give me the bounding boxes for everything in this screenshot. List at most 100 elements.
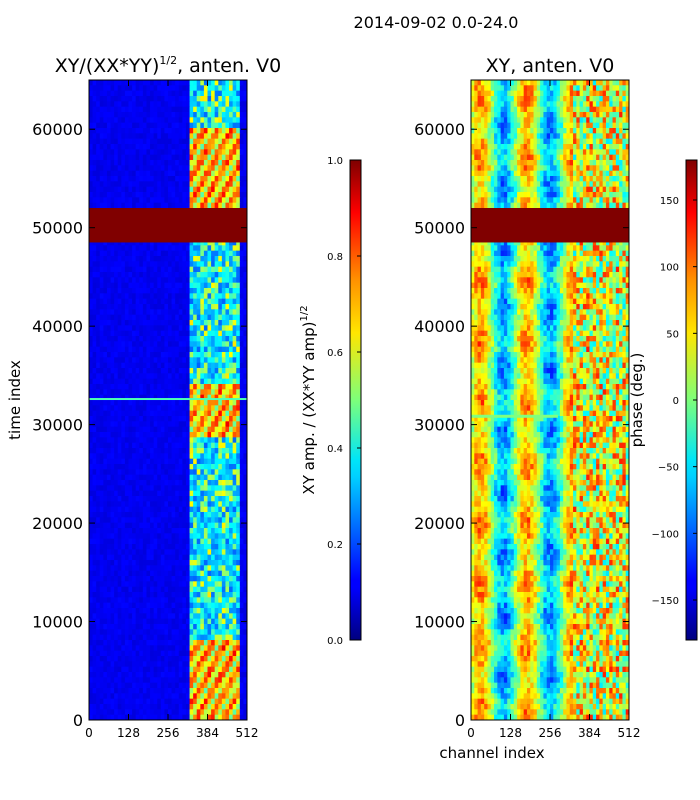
amplitude-cell bbox=[200, 432, 205, 438]
amplitude-cell bbox=[164, 682, 169, 689]
amplitude-cell bbox=[207, 90, 212, 97]
amplitude-cell bbox=[139, 613, 144, 620]
amplitude-cell bbox=[124, 117, 130, 124]
amplitude-cell bbox=[153, 453, 158, 460]
amplitude-cell bbox=[135, 480, 140, 486]
amplitude-cell bbox=[171, 586, 176, 593]
amplitude-cell bbox=[221, 368, 227, 374]
amplitude-cell bbox=[178, 277, 183, 284]
amplitude-cell bbox=[218, 517, 223, 524]
amplitude-cell bbox=[221, 256, 227, 262]
amplitude-cell bbox=[146, 661, 151, 668]
amplitude-cell bbox=[178, 544, 183, 550]
amplitude-cell bbox=[200, 330, 205, 337]
amplitude-cell bbox=[132, 272, 137, 278]
amplitude-cell bbox=[142, 378, 148, 385]
amplitude-cell bbox=[153, 640, 158, 646]
amplitude-cell bbox=[146, 517, 151, 524]
amplitude-cell bbox=[132, 170, 137, 177]
amplitude-cell bbox=[139, 101, 144, 108]
amplitude-cell bbox=[89, 277, 94, 284]
amplitude-cell bbox=[157, 144, 162, 150]
amplitude-cell bbox=[203, 330, 209, 337]
amplitude-cell bbox=[121, 581, 126, 588]
amplitude-cell bbox=[110, 448, 115, 454]
amplitude-cell bbox=[168, 597, 173, 604]
amplitude-cell bbox=[229, 309, 234, 316]
amplitude-cell bbox=[232, 640, 237, 646]
amplitude-cell bbox=[211, 437, 216, 444]
amplitude-cell bbox=[128, 501, 133, 508]
amplitude-cell bbox=[103, 346, 108, 353]
amplitude-cell bbox=[164, 277, 169, 284]
amplitude-cell bbox=[139, 549, 144, 556]
amplitude-cell bbox=[139, 554, 144, 561]
amplitude-cell bbox=[114, 245, 119, 252]
amplitude-cell bbox=[243, 298, 247, 305]
amplitude-cell bbox=[96, 357, 101, 364]
amplitude-cell bbox=[128, 528, 133, 534]
amplitude-cell bbox=[124, 298, 130, 305]
amplitude-cell bbox=[160, 133, 166, 140]
amplitude-cell bbox=[207, 186, 212, 193]
amplitude-cell bbox=[207, 672, 212, 678]
amplitude-cell bbox=[196, 624, 201, 630]
amplitude-cell bbox=[189, 80, 194, 86]
amplitude-cell bbox=[171, 677, 176, 684]
amplitude-cell bbox=[175, 501, 180, 508]
amplitude-cell bbox=[189, 149, 194, 156]
amplitude-cell bbox=[243, 405, 247, 412]
amplitude-cell bbox=[153, 645, 158, 652]
amplitude-cell bbox=[232, 170, 237, 177]
amplitude-cell bbox=[150, 282, 155, 289]
amplitude-cell bbox=[153, 560, 158, 566]
amplitude-cell bbox=[124, 554, 130, 561]
amplitude-cell bbox=[214, 149, 219, 156]
amplitude-cell bbox=[135, 432, 140, 438]
amplitude-cell bbox=[132, 176, 137, 182]
amplitude-cell bbox=[182, 597, 187, 604]
amplitude-cell bbox=[232, 554, 237, 561]
amplitude-cell bbox=[150, 624, 155, 630]
amplitude-cell bbox=[193, 298, 198, 305]
amplitude-cell bbox=[135, 240, 140, 246]
amplitude-cell bbox=[135, 496, 140, 502]
amplitude-cell bbox=[96, 245, 101, 252]
amplitude-cell bbox=[157, 672, 162, 678]
amplitude-cell bbox=[99, 373, 104, 380]
amplitude-cell bbox=[196, 400, 201, 406]
amplitude-cell bbox=[160, 304, 166, 310]
amplitude-cell bbox=[236, 197, 241, 204]
amplitude-cell bbox=[164, 597, 169, 604]
amplitude-cell bbox=[239, 426, 245, 433]
amplitude-cell bbox=[218, 245, 223, 252]
amplitude-cell bbox=[236, 629, 241, 636]
amplitude-cell bbox=[150, 650, 155, 657]
amplitude-cell bbox=[193, 485, 198, 492]
amplitude-cell bbox=[114, 522, 119, 529]
amplitude-cell bbox=[211, 464, 216, 470]
amplitude-cell bbox=[132, 309, 137, 316]
amplitude-cell bbox=[182, 293, 187, 300]
amplitude-cell bbox=[142, 469, 148, 476]
amplitude-cell bbox=[171, 176, 176, 182]
amplitude-cell bbox=[89, 528, 94, 534]
amplitude-cell bbox=[142, 314, 148, 321]
amplitude-cell bbox=[157, 405, 162, 412]
amplitude-cell bbox=[96, 565, 101, 572]
amplitude-cell bbox=[157, 181, 162, 188]
amplitude-cell bbox=[211, 186, 216, 193]
amplitude-cell bbox=[200, 629, 205, 636]
amplitude-cell bbox=[196, 112, 201, 118]
amplitude-cell bbox=[128, 373, 133, 380]
amplitude-cell bbox=[117, 362, 122, 369]
amplitude-cell bbox=[225, 549, 230, 556]
amplitude-cell bbox=[243, 197, 247, 204]
amplitude-cell bbox=[103, 117, 108, 124]
amplitude-cell bbox=[106, 330, 112, 337]
amplitude-cell bbox=[236, 309, 241, 316]
amplitude-cell bbox=[243, 266, 247, 273]
amplitude-cell bbox=[124, 80, 130, 86]
amplitude-cell bbox=[121, 490, 126, 497]
amplitude-cell bbox=[185, 309, 191, 316]
